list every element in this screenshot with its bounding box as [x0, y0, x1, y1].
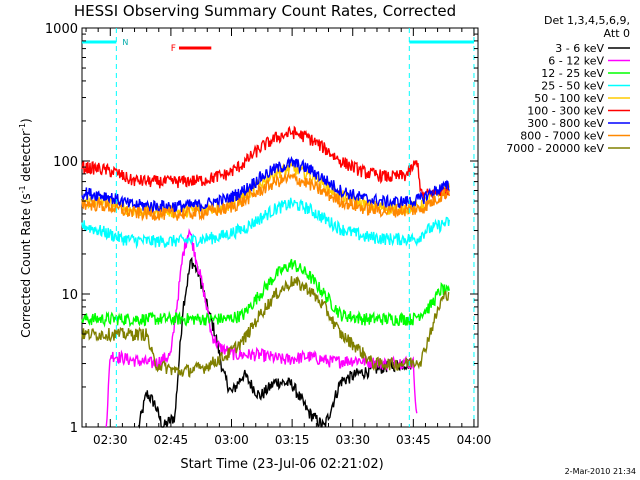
x-axis: 02:30 02:45 03:00 03:15 03:30 03:45 04:00 [85, 28, 492, 447]
y-label-main: Corrected Count Rate (s [19, 193, 33, 337]
y-label-end: ) [19, 118, 33, 123]
series-line-1 [137, 256, 414, 429]
series-layer [81, 125, 450, 429]
x-tick-label-6: 03:45 [396, 433, 431, 447]
y-tick-label-2: 10 [61, 288, 78, 303]
legend-header-line1: Det 1,3,4,5,6,9, [544, 14, 630, 27]
x-tick-label-3: 03:00 [214, 433, 249, 447]
series-line-4 [81, 197, 450, 250]
legend-label-9: 7000 - 20000 keV [506, 142, 604, 155]
legend-header-line2: Att 0 [604, 27, 630, 40]
date-stamp: 2-Mar-2010 21:34 [565, 467, 636, 476]
legend-label-4: 25 - 50 keV [541, 80, 604, 93]
x-tick-label-1: 02:30 [93, 433, 128, 447]
annotation-layer: NF [82, 28, 475, 427]
series-line-3 [81, 258, 450, 328]
series-line-9 [81, 275, 450, 379]
series-line-7 [81, 155, 450, 214]
y-axis: 1 10 100 1000 [45, 22, 478, 436]
legend-label-8: 800 - 7000 keV [520, 130, 604, 143]
y-axis-label: Corrected Count Rate (s-1 detector-1) [18, 118, 33, 337]
y-label-sup2: -1 [18, 123, 27, 131]
plot-area: NF 02:30 02:45 03:00 03:15 03:30 03:45 04:00 1… [45, 22, 491, 447]
series-line-6 [81, 125, 450, 200]
y-tick-label-4: 1000 [45, 22, 78, 37]
y-tick-label-1: 1 [70, 421, 78, 436]
legend-label-6: 100 - 300 keV [527, 105, 604, 118]
y-label-mid: detector [19, 131, 33, 186]
x-tick-label-7: 04:00 [457, 433, 492, 447]
legend-label-3: 12 - 25 keV [541, 67, 604, 80]
x-tick-label-5: 03:30 [335, 433, 370, 447]
x-tick-label-2: 02:45 [154, 433, 189, 447]
chart-title: HESSI Observing Summary Count Rates, Cor… [74, 2, 456, 20]
y-tick-label-3: 100 [53, 155, 78, 170]
legend-label-7: 300 - 800 keV [527, 117, 604, 130]
legend-label-1: 3 - 6 keV [555, 42, 604, 55]
legend-label-5: 50 - 100 keV [534, 92, 604, 105]
flare-label: F [171, 44, 176, 54]
legend-label-2: 6 - 12 keV [548, 55, 604, 68]
x-axis-label: Start Time (23-Jul-06 02:21:02) [180, 457, 383, 472]
series-line-8 [81, 171, 450, 222]
x-tick-label-4: 03:15 [275, 433, 310, 447]
y-label-sup1: -1 [18, 185, 27, 193]
night-label: N [122, 38, 128, 47]
